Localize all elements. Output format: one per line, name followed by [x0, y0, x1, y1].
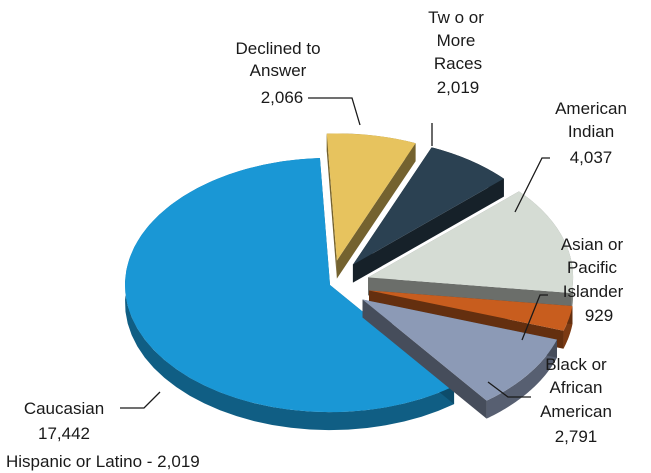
label-american-indian: American Indian 4,037	[555, 99, 627, 167]
slice-black-or-african-american	[362, 299, 557, 419]
pie-slices	[125, 133, 574, 431]
footnote: Hispanic or Latino - 2,019	[6, 452, 200, 471]
label-line: American	[555, 99, 627, 118]
label-line: Islander	[563, 282, 624, 301]
slice-face	[362, 299, 557, 401]
label-line: Answer	[250, 61, 307, 80]
slice-face	[125, 158, 455, 413]
label-line: Black or	[545, 355, 607, 374]
label-declined-to-answer: Declined to Answer 2,066	[235, 39, 320, 107]
value-label: 17,442	[38, 424, 90, 443]
value-label: 2,019	[437, 78, 480, 97]
label-line: Asian or	[561, 235, 624, 254]
label-line: More	[437, 31, 476, 50]
slice-side	[125, 158, 455, 431]
label-line: Declined to	[235, 39, 320, 58]
slice-two-or-more-races	[352, 147, 504, 283]
label-two-or-more-races: Tw o or More Races 2,019	[428, 8, 484, 97]
leader-black	[487, 381, 531, 398]
slice-wall	[352, 178, 504, 283]
label-line: Pacific	[567, 258, 618, 277]
value-label: 929	[585, 306, 613, 325]
value-label: 2,791	[555, 427, 598, 446]
slice-face	[368, 191, 574, 293]
label-caucasian: Caucasian 17,442	[24, 399, 104, 443]
slice-wall	[326, 133, 337, 279]
value-label: 2,066	[261, 88, 304, 107]
slice-wall	[336, 143, 416, 279]
leader-declined	[308, 97, 361, 126]
label-asian-or-pacific-islander: Asian or Pacific Islander 929	[561, 235, 624, 325]
leader-lines	[120, 97, 550, 409]
slice-face	[369, 290, 573, 331]
label-line: Caucasian	[24, 399, 104, 418]
slice-face	[326, 133, 416, 261]
slice-side	[486, 339, 557, 419]
slice-declined-to-answer	[326, 133, 416, 279]
label-line: Tw o or	[428, 8, 484, 27]
label-black-or-african-american: Black or African American 2,791	[540, 355, 612, 446]
leader-caucasian	[120, 391, 161, 409]
slice-wall	[362, 299, 487, 419]
leader-american-indian	[514, 157, 550, 213]
label-line: Races	[434, 54, 482, 73]
label-line: American	[540, 402, 612, 421]
slice-caucasian	[125, 158, 455, 431]
slice-face	[352, 147, 504, 265]
value-label: 4,037	[570, 148, 613, 167]
label-line: African	[550, 378, 603, 397]
leader-asian	[521, 294, 548, 341]
label-line: Indian	[568, 122, 614, 141]
